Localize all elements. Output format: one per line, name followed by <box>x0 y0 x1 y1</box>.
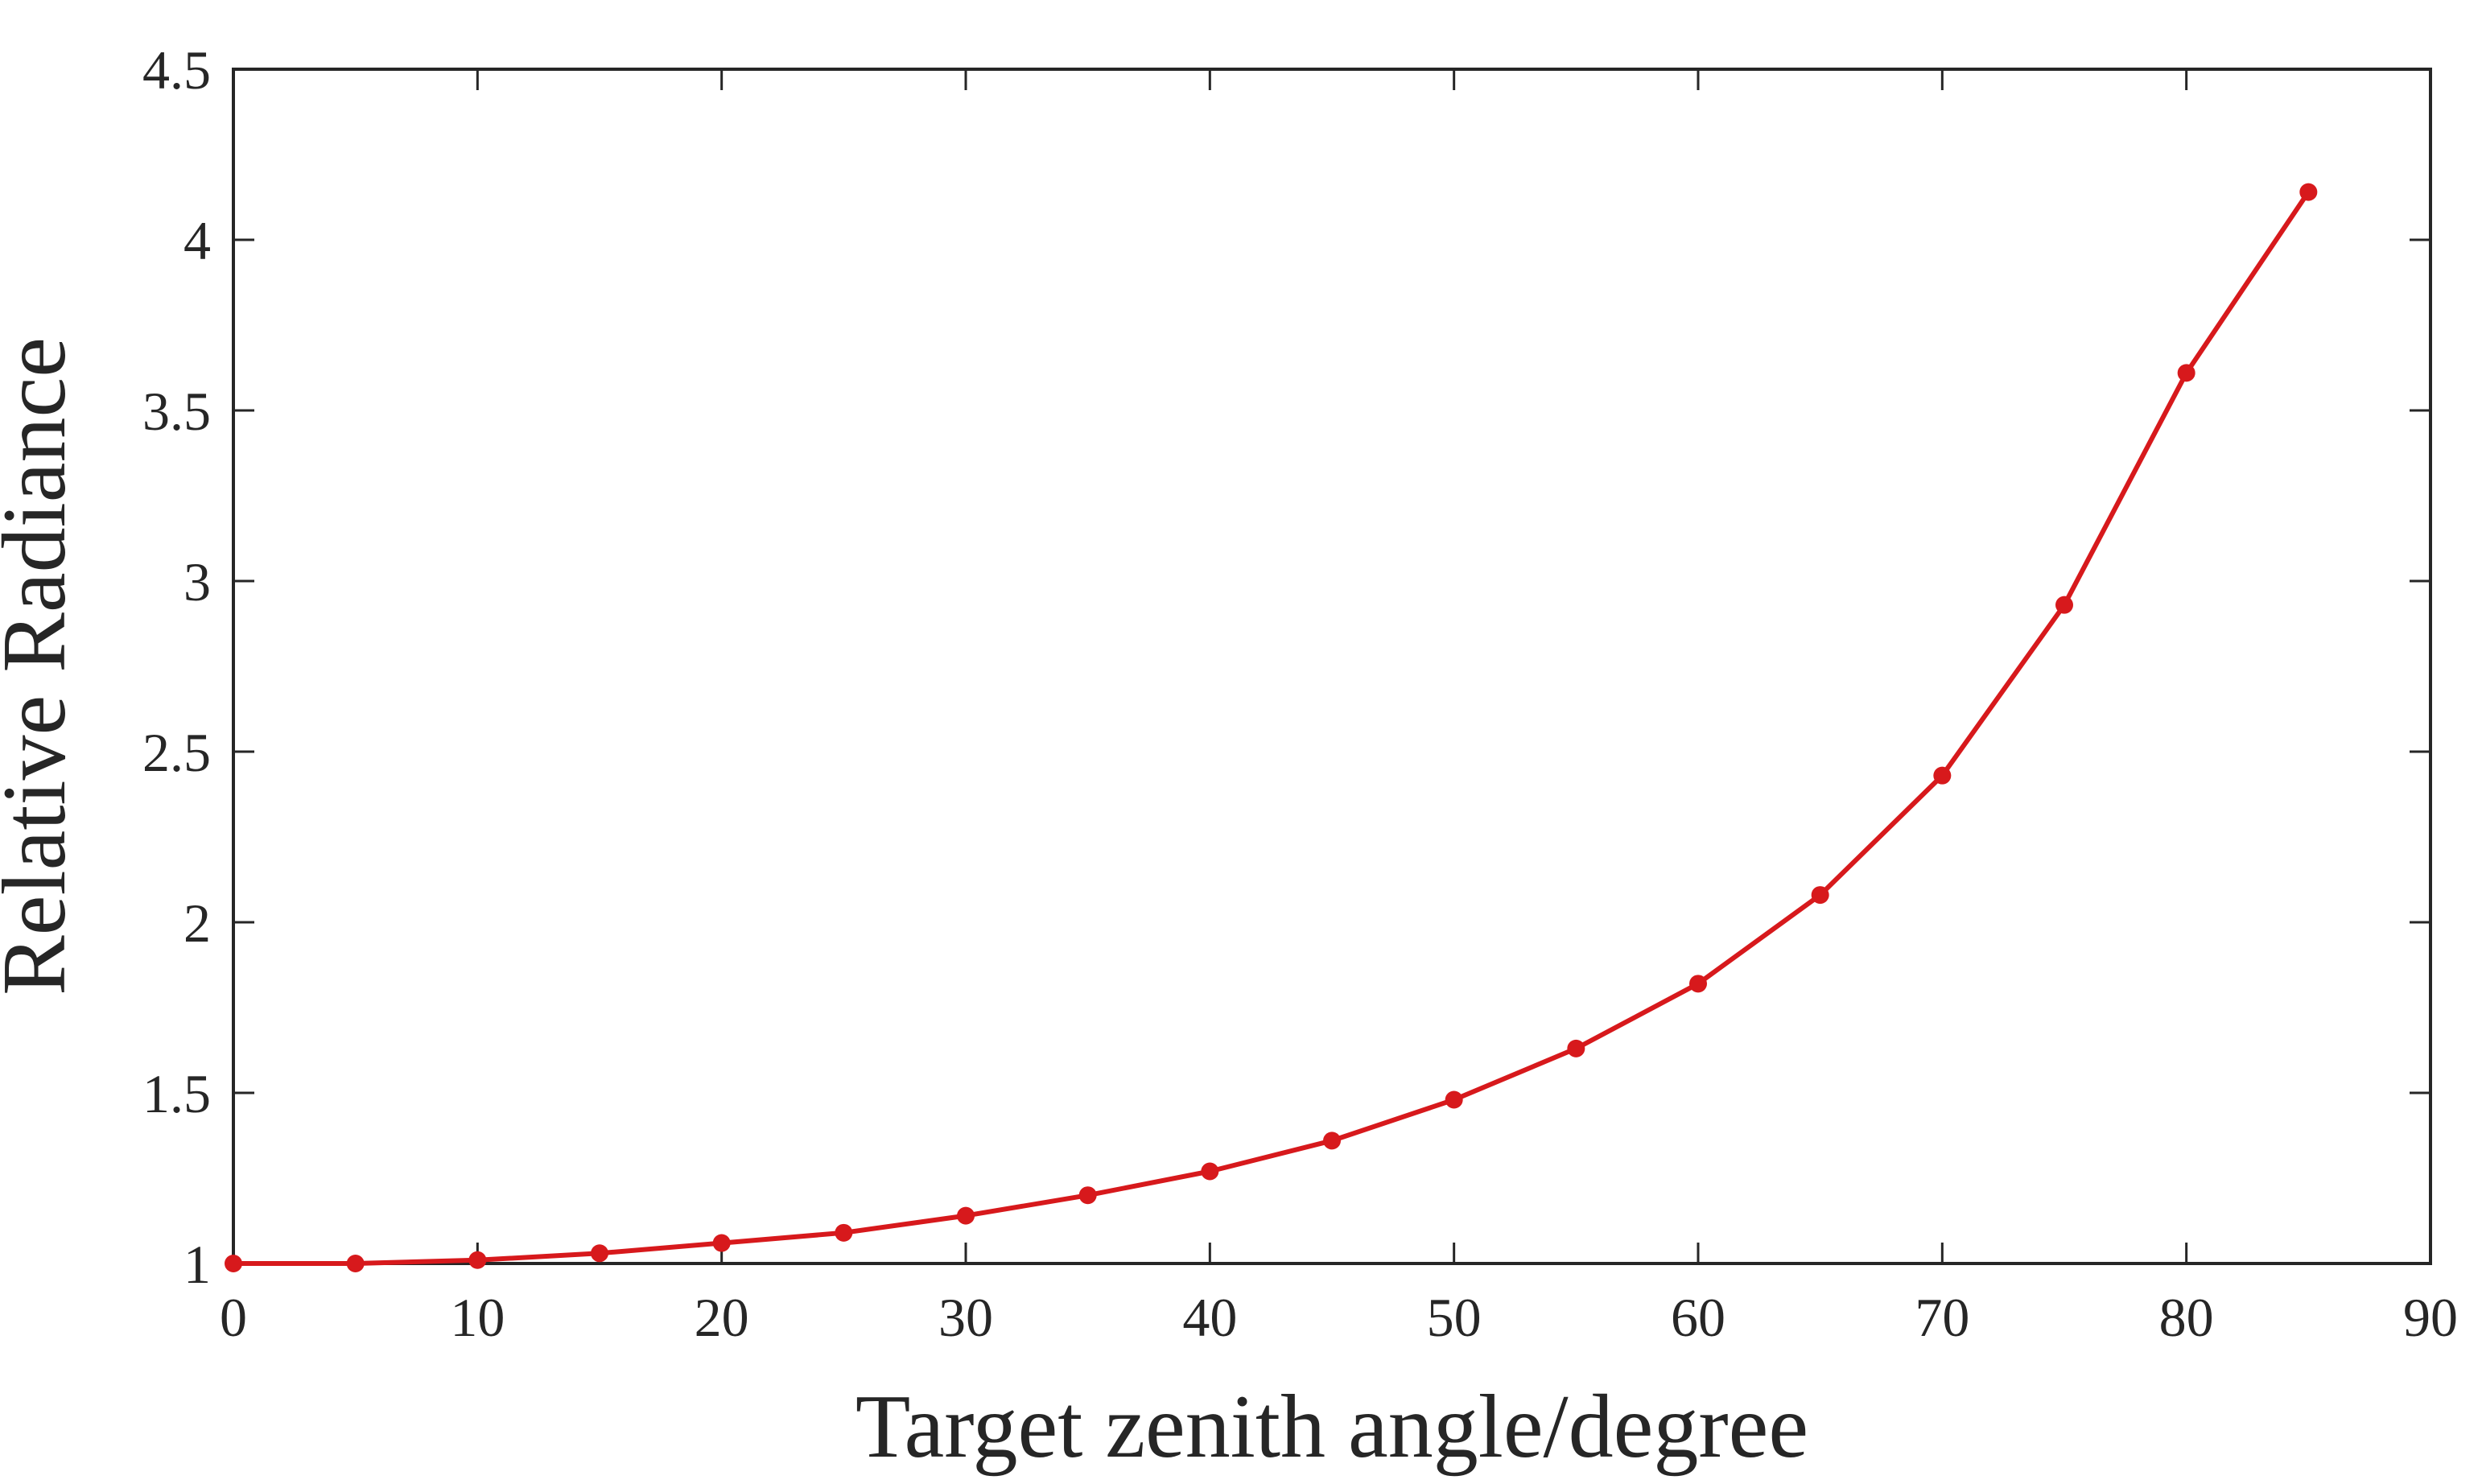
x-tick-label: 20 <box>695 1287 749 1348</box>
series-layer <box>225 183 2318 1272</box>
y-tick-label: 4.5 <box>142 39 211 101</box>
x-tick-label: 90 <box>2403 1287 2458 1348</box>
x-axis: 0 10 20 30 40 50 60 70 80 90 <box>220 69 2458 1348</box>
plot-frame <box>232 68 2432 1265</box>
y-axis: 1 1.5 2 2.5 3 3.5 4 4.5 <box>142 39 2430 1295</box>
x-axis-title: Target zenith angle/degree <box>856 1377 1808 1477</box>
x-tick-label: 0 <box>220 1287 247 1348</box>
data-point <box>1323 1132 1341 1150</box>
data-point <box>1811 886 1829 905</box>
data-point <box>957 1206 975 1225</box>
data-point <box>1933 766 1952 785</box>
y-tick-label: 3.5 <box>142 381 211 442</box>
data-point <box>1078 1186 1097 1205</box>
y-tick-label: 1 <box>183 1234 211 1295</box>
data-point <box>835 1223 853 1242</box>
data-point <box>346 1255 365 1272</box>
data-point <box>1689 975 1707 993</box>
data-point <box>2299 183 2318 201</box>
x-tick-label: 10 <box>450 1287 505 1348</box>
x-tick-label: 80 <box>2159 1287 2214 1348</box>
y-axis-title: Relative Radiance <box>0 337 85 996</box>
data-point <box>468 1251 487 1269</box>
x-tick-label: 70 <box>1915 1287 1969 1348</box>
data-point <box>1201 1162 1219 1181</box>
x-tick-label: 50 <box>1427 1287 1482 1348</box>
data-point <box>1567 1039 1585 1057</box>
series-line <box>231 189 2311 1266</box>
y-tick-label: 1.5 <box>142 1063 211 1124</box>
y-tick-label: 3 <box>183 551 211 612</box>
data-point <box>712 1234 731 1252</box>
data-point <box>591 1244 608 1263</box>
data-point <box>1445 1090 1463 1109</box>
data-point <box>2055 596 2073 614</box>
plot-area <box>232 68 2432 1265</box>
x-tick-label: 40 <box>1182 1287 1237 1348</box>
x-tick-label: 60 <box>1671 1287 1725 1348</box>
y-tick-label: 2.5 <box>142 722 211 783</box>
x-tick-label: 30 <box>938 1287 993 1348</box>
y-tick-label: 2 <box>183 892 211 954</box>
data-point <box>2177 364 2195 382</box>
data-point <box>225 1255 242 1272</box>
y-tick-label: 4 <box>183 210 211 271</box>
